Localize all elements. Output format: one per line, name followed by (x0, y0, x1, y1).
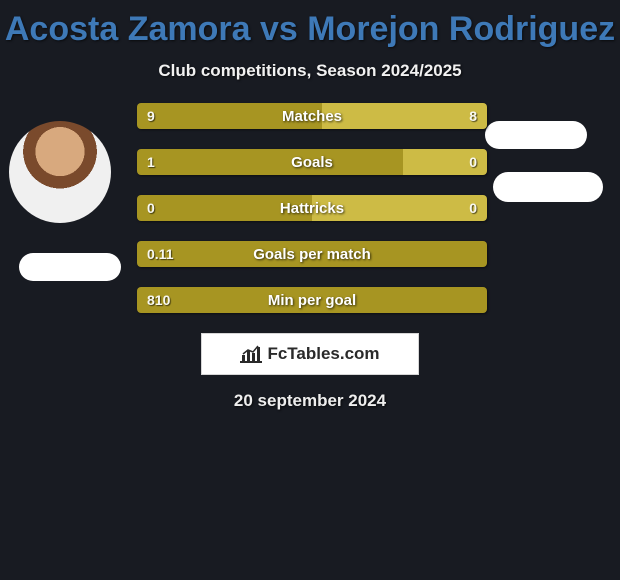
brand-text: FcTables.com (267, 344, 379, 364)
stat-left-value: 810 (147, 287, 170, 313)
stat-bar-left (137, 103, 322, 129)
bar-chart-icon (240, 345, 262, 363)
stat-bar-right (322, 103, 487, 129)
stat-right-value: 0 (469, 195, 477, 221)
stat-bar-left (137, 149, 403, 175)
stat-bars: 9 8 Matches 1 0 Goals 0 0 Hattricks 0.11… (137, 103, 487, 313)
page-title: Acosta Zamora vs Morejon Rodriguez (0, 0, 620, 49)
stat-row-hattricks: 0 0 Hattricks (137, 195, 487, 221)
comparison-panel: 9 8 Matches 1 0 Goals 0 0 Hattricks 0.11… (0, 103, 620, 411)
stat-row-matches: 9 8 Matches (137, 103, 487, 129)
stat-left-value: 1 (147, 149, 155, 175)
stat-bar-left (137, 287, 487, 313)
stat-bar-right (312, 195, 487, 221)
stat-right-value: 8 (469, 103, 477, 129)
player-right-flag-2 (493, 172, 603, 202)
date-label: 20 september 2024 (0, 391, 620, 411)
stat-bar-left (137, 195, 312, 221)
stat-right-value: 0 (469, 149, 477, 175)
stat-bar-left (137, 241, 487, 267)
stat-row-goals: 1 0 Goals (137, 149, 487, 175)
stat-left-value: 9 (147, 103, 155, 129)
stat-left-value: 0.11 (147, 241, 173, 267)
stat-left-value: 0 (147, 195, 155, 221)
subtitle: Club competitions, Season 2024/2025 (0, 61, 620, 81)
brand-box: FcTables.com (201, 333, 419, 375)
player-right-flag-1 (485, 121, 587, 149)
stat-row-goals-per-match: 0.11 Goals per match (137, 241, 487, 267)
player-left-flag (19, 253, 121, 281)
stat-row-min-per-goal: 810 Min per goal (137, 287, 487, 313)
player-left-avatar (9, 121, 111, 223)
